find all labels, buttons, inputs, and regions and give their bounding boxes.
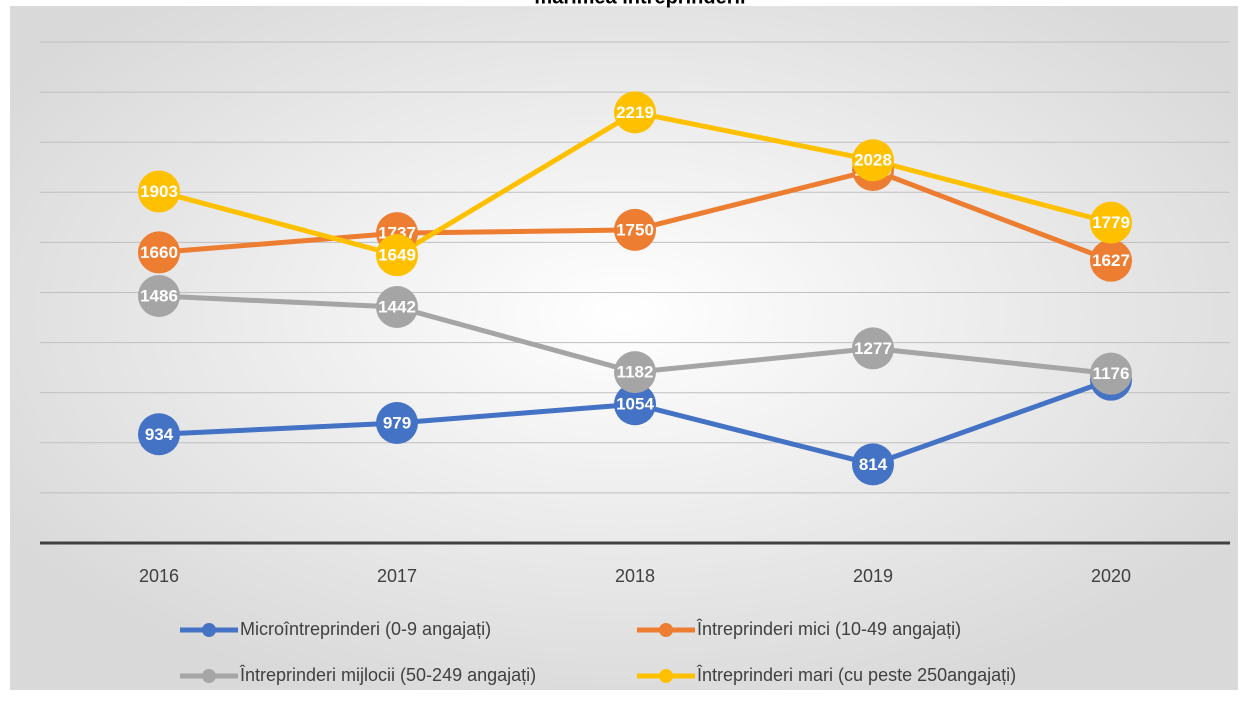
data-label: 1660: [140, 243, 178, 262]
data-label: 1277: [854, 339, 892, 358]
data-label: 2028: [854, 151, 892, 170]
data-point: [138, 275, 180, 318]
legend-label: Întreprinderi mici (10-49 angajați): [696, 619, 961, 639]
data-point: [852, 443, 894, 486]
data-label: 1442: [378, 298, 416, 317]
legend-marker: [202, 669, 216, 683]
data-label: 1779: [1092, 213, 1130, 232]
x-tick-label: 2020: [1091, 566, 1131, 586]
data-label: 1750: [616, 220, 654, 239]
data-point: [1090, 239, 1132, 282]
data-label: 814: [859, 455, 888, 474]
data-label: 934: [145, 425, 174, 444]
data-point: [138, 231, 180, 274]
data-label: 1054: [616, 395, 654, 414]
data-point: [1090, 352, 1132, 395]
legend-marker: [202, 623, 216, 637]
data-point: [614, 208, 656, 251]
data-label: 1486: [140, 286, 178, 305]
data-label: 1182: [617, 363, 654, 382]
data-label: 1627: [1092, 251, 1130, 270]
data-label: 2219: [616, 103, 654, 122]
legend-label: Întreprinderi mari (cu peste 250angajați…: [696, 665, 1016, 685]
data-point: [852, 327, 894, 370]
x-tick-label: 2016: [139, 566, 179, 586]
data-point: [376, 234, 418, 277]
x-tick-label: 2019: [853, 566, 893, 586]
legend-label: Microîntreprinderi (0-9 angajați): [240, 619, 491, 639]
data-point: [376, 402, 418, 445]
data-point: [1090, 201, 1132, 244]
data-point: [376, 286, 418, 329]
data-label: 1649: [378, 246, 416, 265]
data-point: [614, 383, 656, 426]
legend-marker: [659, 623, 673, 637]
data-point: [614, 351, 656, 394]
data-label: 1176: [1093, 364, 1130, 383]
x-tick-label: 2018: [615, 566, 655, 586]
legend-label: Întreprinderi mijlocii (50-249 angajați): [239, 665, 536, 685]
data-label: 979: [383, 413, 411, 432]
chart-title: mărimea întreprinderii: [534, 0, 745, 8]
data-point: [614, 91, 656, 134]
data-point: [852, 139, 894, 182]
x-tick-label: 2017: [377, 566, 417, 586]
data-label: 1903: [140, 182, 178, 201]
legend-marker: [659, 669, 673, 683]
data-point: [138, 413, 180, 456]
data-point: [138, 170, 180, 213]
